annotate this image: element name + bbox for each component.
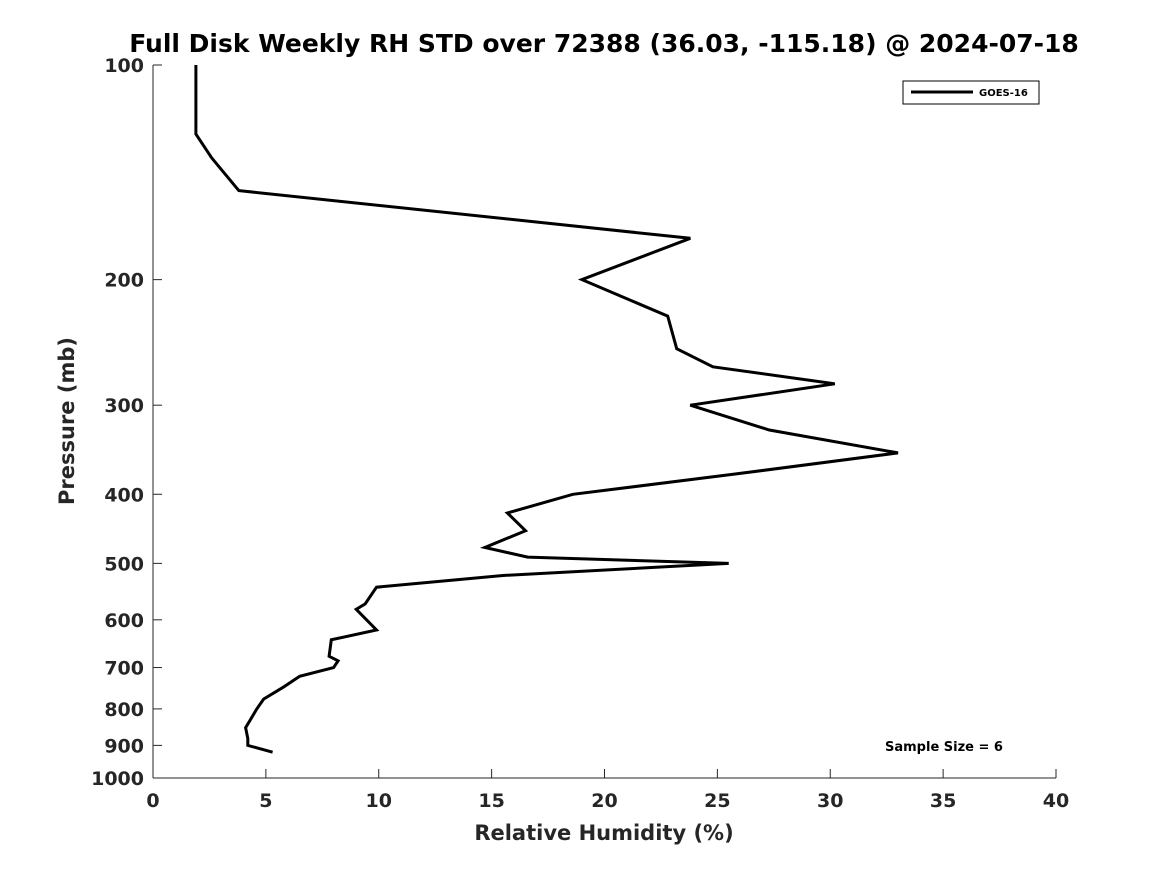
sample-size-annotation: Sample Size = 6 bbox=[885, 740, 1003, 755]
x-tick-label: 0 bbox=[146, 790, 159, 812]
x-tick-label: 20 bbox=[591, 790, 617, 812]
y-tick-label: 500 bbox=[104, 553, 144, 575]
x-tick-label: 25 bbox=[704, 790, 730, 812]
legend-label-goes-16: GOES-16 bbox=[979, 88, 1028, 99]
y-tick-label: 600 bbox=[104, 610, 144, 632]
x-tick-label: 30 bbox=[817, 790, 843, 812]
x-tick-label: 40 bbox=[1043, 790, 1069, 812]
y-tick-label: 100 bbox=[104, 55, 144, 77]
x-tick-label: 5 bbox=[259, 790, 272, 812]
y-tick-label: 700 bbox=[104, 658, 144, 680]
x-tick-label: 10 bbox=[366, 790, 392, 812]
legend: GOES-16 bbox=[902, 80, 1040, 105]
axis-ticks: 0 5 10 15 20 25 30 35 40 100 200 300 400 500 600 700 800… bbox=[91, 55, 1069, 812]
x-tick-label: 35 bbox=[930, 790, 956, 812]
y-axis-label: Pressure (mb) bbox=[55, 337, 79, 505]
y-tick-label: 800 bbox=[104, 699, 144, 721]
series-line-goes-16 bbox=[194, 65, 899, 754]
y-tick-label: 900 bbox=[104, 735, 144, 757]
y-tick-label: 400 bbox=[104, 484, 144, 506]
y-tick-label: 1000 bbox=[91, 768, 144, 790]
plot-axes bbox=[152, 65, 1056, 779]
y-tick-label: 200 bbox=[104, 270, 144, 292]
y-tick-label: 300 bbox=[104, 395, 144, 417]
x-tick-label: 15 bbox=[478, 790, 504, 812]
x-axis-label: Relative Humidity (%) bbox=[474, 821, 733, 845]
chart-title: Full Disk Weekly RH STD over 72388 (36.0… bbox=[129, 29, 1079, 58]
